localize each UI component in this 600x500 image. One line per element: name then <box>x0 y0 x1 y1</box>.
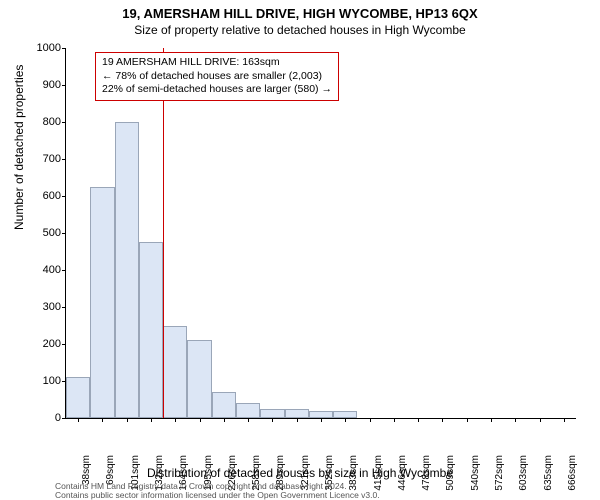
histogram-bar <box>66 377 90 418</box>
histogram-bar <box>260 409 284 418</box>
y-tick-mark <box>62 418 66 419</box>
y-tick-label: 200 <box>26 338 61 350</box>
y-tick-label: 600 <box>26 190 61 202</box>
x-tick-mark <box>370 418 371 422</box>
histogram-bar <box>187 340 211 418</box>
x-tick-mark <box>127 418 128 422</box>
x-tick-mark <box>102 418 103 422</box>
x-tick-mark <box>515 418 516 422</box>
y-tick-mark <box>62 159 66 160</box>
y-tick-label: 300 <box>26 301 61 313</box>
histogram-bar <box>285 409 309 418</box>
y-tick-mark <box>62 233 66 234</box>
y-tick-label: 1000 <box>26 42 61 54</box>
histogram-bar <box>309 411 333 418</box>
x-tick-mark <box>491 418 492 422</box>
y-tick-label: 0 <box>26 412 61 424</box>
x-tick-mark <box>272 418 273 422</box>
x-tick-mark <box>321 418 322 422</box>
x-tick-mark <box>418 418 419 422</box>
x-tick-mark <box>297 418 298 422</box>
histogram-bar <box>333 411 357 418</box>
y-tick-mark <box>62 344 66 345</box>
y-tick-mark <box>62 122 66 123</box>
x-tick-mark <box>345 418 346 422</box>
x-tick-mark <box>540 418 541 422</box>
y-axis-label: Number of detached properties <box>12 65 26 230</box>
histogram-bar <box>236 403 260 418</box>
x-tick-mark <box>394 418 395 422</box>
marker-line <box>163 48 164 418</box>
histogram-bar <box>212 392 236 418</box>
chart-subtitle: Size of property relative to detached ho… <box>0 21 600 37</box>
y-tick-mark <box>62 196 66 197</box>
y-tick-label: 800 <box>26 116 61 128</box>
annotation-line: 19 AMERSHAM HILL DRIVE: 163sqm <box>102 56 332 70</box>
chart-area: 0100200300400500600700800900100038sqm69s… <box>65 48 575 418</box>
y-tick-label: 900 <box>26 79 61 91</box>
y-tick-label: 500 <box>26 227 61 239</box>
y-tick-label: 400 <box>26 264 61 276</box>
plot-region: 0100200300400500600700800900100038sqm69s… <box>65 48 576 419</box>
histogram-bar <box>163 326 187 419</box>
x-axis-label: Distribution of detached houses by size … <box>0 466 600 480</box>
histogram-bar <box>115 122 139 418</box>
annotation-line: 22% of semi-detached houses are larger (… <box>102 83 332 97</box>
y-tick-mark <box>62 48 66 49</box>
x-tick-mark <box>175 418 176 422</box>
chart-title: 19, AMERSHAM HILL DRIVE, HIGH WYCOMBE, H… <box>0 0 600 21</box>
x-tick-mark <box>151 418 152 422</box>
y-tick-label: 700 <box>26 153 61 165</box>
x-tick-mark <box>467 418 468 422</box>
x-tick-mark <box>564 418 565 422</box>
y-tick-label: 100 <box>26 375 61 387</box>
y-tick-mark <box>62 85 66 86</box>
y-tick-mark <box>62 307 66 308</box>
y-tick-mark <box>62 270 66 271</box>
x-tick-mark <box>78 418 79 422</box>
footnote-line-2: Contains public sector information licen… <box>55 491 380 500</box>
annotation-line: ← 78% of detached houses are smaller (2,… <box>102 70 332 84</box>
x-tick-mark <box>442 418 443 422</box>
footnote: Contains HM Land Registry data © Crown c… <box>55 482 380 500</box>
x-tick-mark <box>200 418 201 422</box>
histogram-bar <box>139 242 163 418</box>
annotation-box: 19 AMERSHAM HILL DRIVE: 163sqm← 78% of d… <box>95 52 339 101</box>
x-tick-mark <box>248 418 249 422</box>
x-tick-mark <box>224 418 225 422</box>
histogram-bar <box>90 187 114 418</box>
